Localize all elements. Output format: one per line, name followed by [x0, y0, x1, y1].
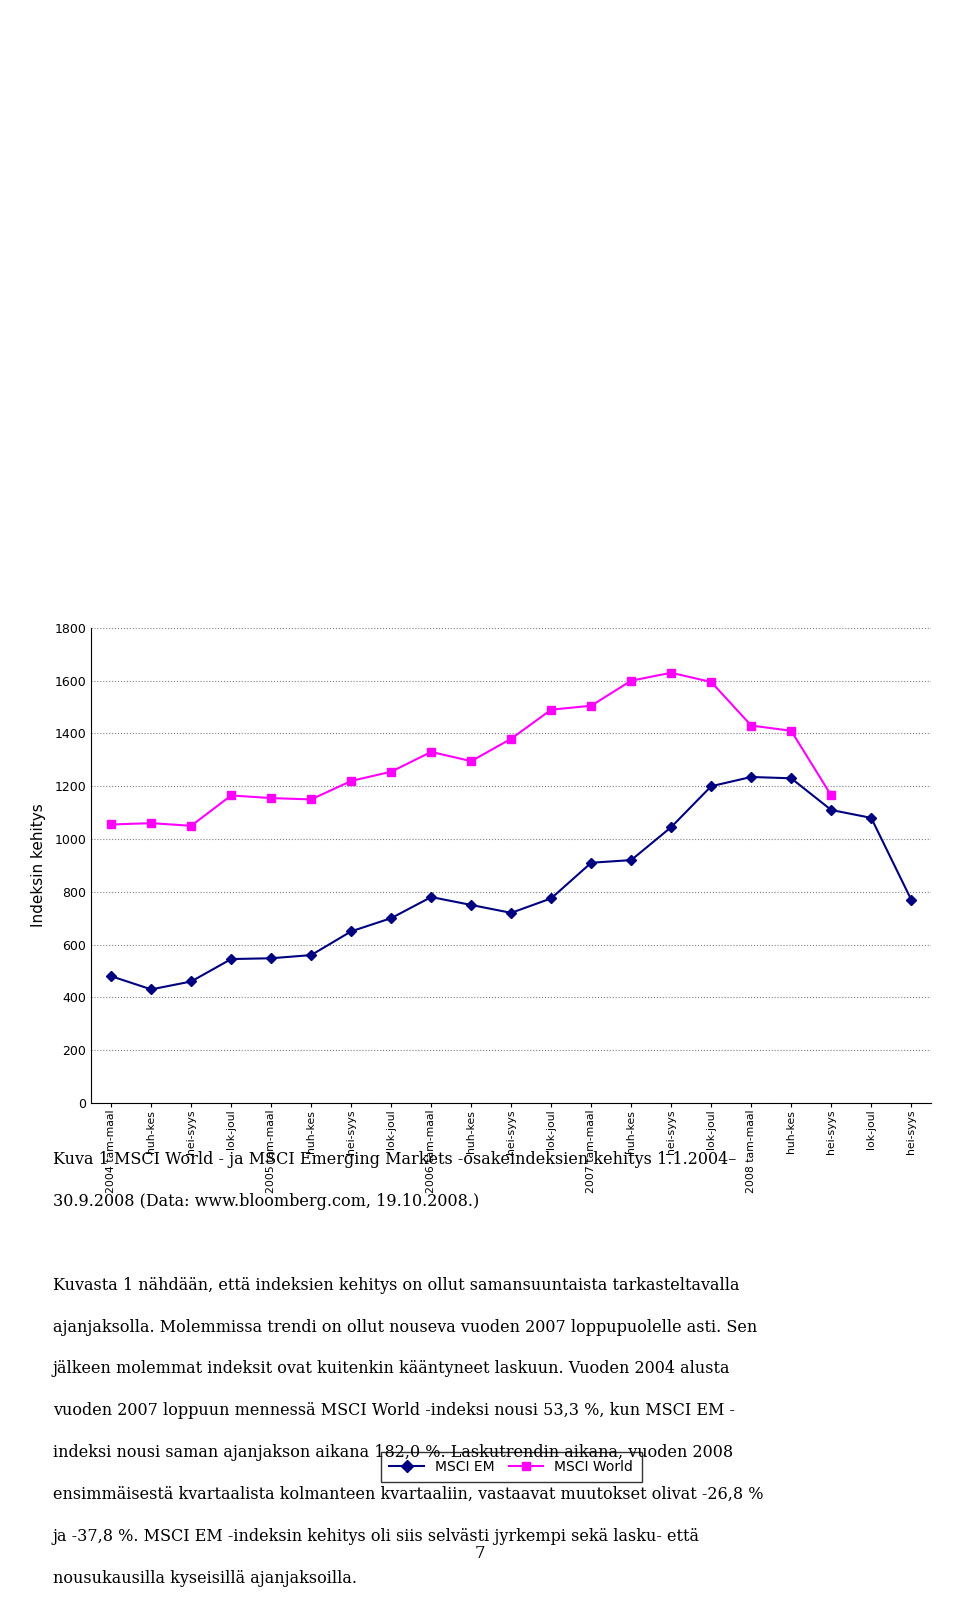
Text: Kuva 1 MSCI World - ja MSCI Emerging Markets -osakeindeksien kehitys 1.1.2004–: Kuva 1 MSCI World - ja MSCI Emerging Mar…	[53, 1151, 736, 1169]
Text: jälkeen molemmat indeksit ovat kuitenkin kääntyneet laskuun. Vuoden 2004 alusta: jälkeen molemmat indeksit ovat kuitenkin…	[53, 1360, 731, 1378]
Text: 30.9.2008 (Data: www.bloomberg.com, 19.10.2008.): 30.9.2008 (Data: www.bloomberg.com, 19.1…	[53, 1193, 479, 1211]
Text: ensimmäisestä kvartaalista kolmanteen kvartaaliin, vastaavat muutokset olivat -2: ensimmäisestä kvartaalista kolmanteen kv…	[53, 1486, 763, 1504]
Legend: MSCI EM, MSCI World: MSCI EM, MSCI World	[381, 1452, 641, 1483]
Text: nousukausilla kyseisillä ajanjaksoilla.: nousukausilla kyseisillä ajanjaksoilla.	[53, 1570, 357, 1587]
Text: indeksi nousi saman ajanjakson aikana 182,0 %. Laskutrendin aikana, vuoden 2008: indeksi nousi saman ajanjakson aikana 18…	[53, 1444, 732, 1462]
Text: Kuvasta 1 nähdään, että indeksien kehitys on ollut samansuuntaista tarkasteltava: Kuvasta 1 nähdään, että indeksien kehity…	[53, 1277, 739, 1294]
Y-axis label: Indeksin kehitys: Indeksin kehitys	[31, 803, 46, 927]
Text: 7: 7	[474, 1544, 486, 1562]
Text: ajanjaksolla. Molemmissa trendi on ollut nouseva vuoden 2007 loppupuolelle asti.: ajanjaksolla. Molemmissa trendi on ollut…	[53, 1319, 757, 1336]
Text: vuoden 2007 loppuun mennessä MSCI World -indeksi nousi 53,3 %, kun MSCI EM -: vuoden 2007 loppuun mennessä MSCI World …	[53, 1402, 734, 1420]
Text: ja -37,8 %. MSCI EM -indeksin kehitys oli siis selvästi jyrkempi sekä lasku- ett: ja -37,8 %. MSCI EM -indeksin kehitys ol…	[53, 1528, 700, 1546]
